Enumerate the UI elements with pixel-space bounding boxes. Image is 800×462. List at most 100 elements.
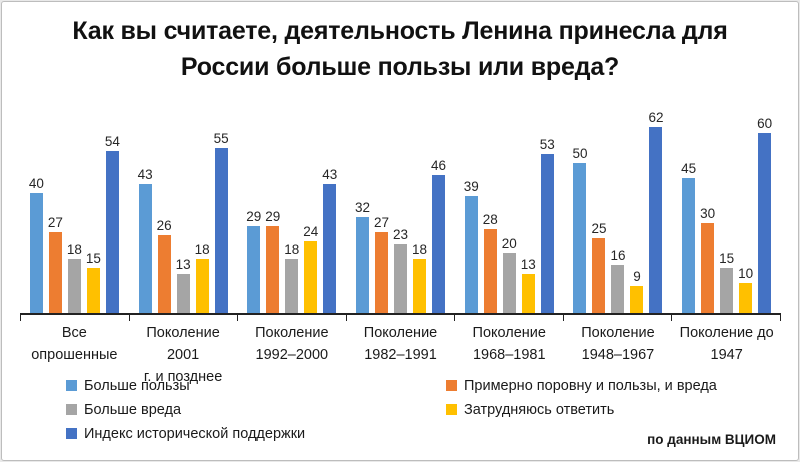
category-label: Поколение до 1947 bbox=[679, 325, 774, 363]
bar-Индекс исторической поддержки: 54 bbox=[105, 134, 120, 313]
legend-label: Больше пользы bbox=[84, 377, 190, 394]
value-label: 18 bbox=[66, 242, 82, 257]
value-label: 46 bbox=[431, 158, 447, 173]
bar-Больше пользы: 32 bbox=[355, 200, 370, 313]
value-label: 32 bbox=[355, 200, 371, 215]
bar-group: 40 27 18 15 54 bbox=[20, 106, 129, 313]
value-label: 20 bbox=[501, 236, 517, 251]
axis-tick bbox=[671, 315, 780, 321]
value-label: 24 bbox=[303, 224, 319, 239]
bar-Примерно поровну и пользы, и вреда: 29 bbox=[265, 209, 280, 313]
value-label: 18 bbox=[284, 242, 300, 257]
plot-area: 40 27 18 15 54 43 26 13 18 55 29 29 18 24 43 32 27 23 18 46… bbox=[20, 106, 781, 315]
category-label: Все опрошенные bbox=[31, 325, 118, 363]
category-label: Поколение 1948–1967 bbox=[581, 325, 655, 363]
bar-group: 32 27 23 18 46 bbox=[346, 106, 455, 313]
bar-Индекс исторической поддержки: 62 bbox=[648, 110, 663, 313]
bar-Затрудняюсь ответить: 9 bbox=[630, 269, 644, 313]
legend-item: Затрудняюсь ответить bbox=[446, 402, 717, 418]
value-label: 18 bbox=[194, 242, 210, 257]
bar-Индекс исторической поддержки: 60 bbox=[757, 116, 772, 313]
value-label: 39 bbox=[463, 179, 479, 194]
value-label: 29 bbox=[246, 209, 262, 224]
bar-Затрудняюсь ответить: 18 bbox=[412, 242, 427, 313]
value-label: 54 bbox=[104, 134, 120, 149]
value-label: 18 bbox=[412, 242, 428, 257]
chart-title: Как вы считаете, деятельность Ленина при… bbox=[72, 17, 728, 81]
legend-label: Примерно поровну и пользы, и вреда bbox=[464, 377, 717, 394]
bar-Больше вреда: 16 bbox=[610, 248, 625, 313]
legend-column: Больше пользы Больше вреда Индекс историче… bbox=[66, 378, 305, 450]
bar-Примерно поровну и пользы, и вреда: 27 bbox=[48, 215, 63, 313]
axis-tick bbox=[237, 315, 346, 321]
value-label: 25 bbox=[591, 221, 607, 236]
legend-label: Больше вреда bbox=[84, 401, 182, 418]
value-label: 62 bbox=[648, 110, 664, 125]
legend-label: Индекс исторической поддержки bbox=[84, 425, 306, 442]
value-label: 26 bbox=[156, 218, 172, 233]
category-label: Поколение 1968–1981 bbox=[472, 325, 546, 363]
legend-item: Примерно поровну и пользы, и вреда bbox=[446, 377, 717, 394]
source-note: по данным ВЦИОМ bbox=[647, 432, 776, 447]
bar-group: 50 25 16 9 62 bbox=[564, 106, 673, 313]
bar-Больше вреда: 20 bbox=[502, 236, 517, 313]
bar-Затрудняюсь ответить: 18 bbox=[195, 242, 210, 313]
bar-Затрудняюсь ответить: 13 bbox=[521, 257, 536, 313]
value-label: 23 bbox=[393, 227, 409, 242]
legend-swatch bbox=[66, 380, 77, 391]
category-label: Поколение 1992–2000 bbox=[255, 325, 329, 363]
value-label: 40 bbox=[28, 176, 44, 191]
value-label: 27 bbox=[47, 215, 63, 230]
bar-Индекс исторической поддержки: 53 bbox=[540, 137, 555, 313]
category-label: Поколение 2001 г. и позднее bbox=[143, 325, 223, 385]
value-label: 13 bbox=[175, 257, 191, 272]
value-label: 53 bbox=[539, 137, 555, 152]
bar-Примерно поровну и пользы, и вреда: 26 bbox=[157, 218, 172, 313]
bar-Примерно поровну и пользы, и вреда: 25 bbox=[591, 221, 606, 313]
bar-group: 43 26 13 18 55 bbox=[129, 106, 238, 313]
bar-Примерно поровну и пользы, и вреда: 28 bbox=[483, 212, 498, 313]
bar-Затрудняюсь ответить: 15 bbox=[86, 251, 101, 313]
value-label: 50 bbox=[572, 146, 588, 161]
bar-Больше пользы: 40 bbox=[29, 176, 44, 313]
legend-swatch bbox=[66, 428, 77, 439]
axis-tick bbox=[345, 315, 455, 321]
bar-Индекс исторической поддержки: 46 bbox=[431, 158, 446, 313]
bar-Больше пользы: 29 bbox=[246, 209, 261, 313]
chart-area: 40 27 18 15 54 43 26 13 18 55 29 29 18 24 43 32 27 23 18 46… bbox=[20, 106, 781, 388]
bar-Примерно поровну и пользы, и вреда: 27 bbox=[374, 215, 389, 313]
bar-Больше пользы: 50 bbox=[572, 146, 587, 313]
value-label: 30 bbox=[700, 206, 716, 221]
value-label: 9 bbox=[633, 269, 641, 284]
bar-Больше вреда: 15 bbox=[719, 251, 734, 313]
bar-group: 45 30 15 10 60 bbox=[672, 106, 781, 313]
legend-item: Больше вреда bbox=[66, 401, 305, 418]
legend-column: Примерно поровну и пользы, и вреда Затруд… bbox=[446, 378, 717, 426]
bar-Больше вреда: 23 bbox=[393, 227, 408, 313]
bar-group: 29 29 18 24 43 bbox=[237, 106, 346, 313]
bar-Больше пользы: 39 bbox=[464, 179, 479, 313]
bar-Затрудняюсь ответить: 10 bbox=[738, 266, 753, 313]
axis-tick bbox=[20, 315, 129, 321]
x-axis-labels: Все опрошенные Поколение 2001 г. и позднее П… bbox=[20, 323, 781, 388]
value-label: 43 bbox=[322, 167, 338, 182]
axis-tick bbox=[562, 315, 672, 321]
value-label: 29 bbox=[265, 209, 281, 224]
axis-tick bbox=[128, 315, 238, 321]
legend-swatch bbox=[446, 380, 457, 391]
value-label: 27 bbox=[374, 215, 390, 230]
legend-swatch bbox=[446, 404, 457, 415]
value-label: 15 bbox=[719, 251, 735, 266]
value-label: 16 bbox=[610, 248, 626, 263]
bar-Больше пользы: 45 bbox=[681, 161, 696, 313]
value-label: 28 bbox=[482, 212, 498, 227]
x-axis-ticks bbox=[20, 315, 781, 321]
legend-item: Больше пользы bbox=[66, 377, 305, 394]
bar-Затрудняюсь ответить: 24 bbox=[303, 224, 318, 313]
axis-tick bbox=[454, 315, 563, 321]
legend-swatch bbox=[66, 404, 77, 415]
bar-Больше вреда: 18 bbox=[284, 242, 299, 313]
bar-Примерно поровну и пользы, и вреда: 30 bbox=[700, 206, 715, 313]
value-label: 13 bbox=[520, 257, 536, 272]
